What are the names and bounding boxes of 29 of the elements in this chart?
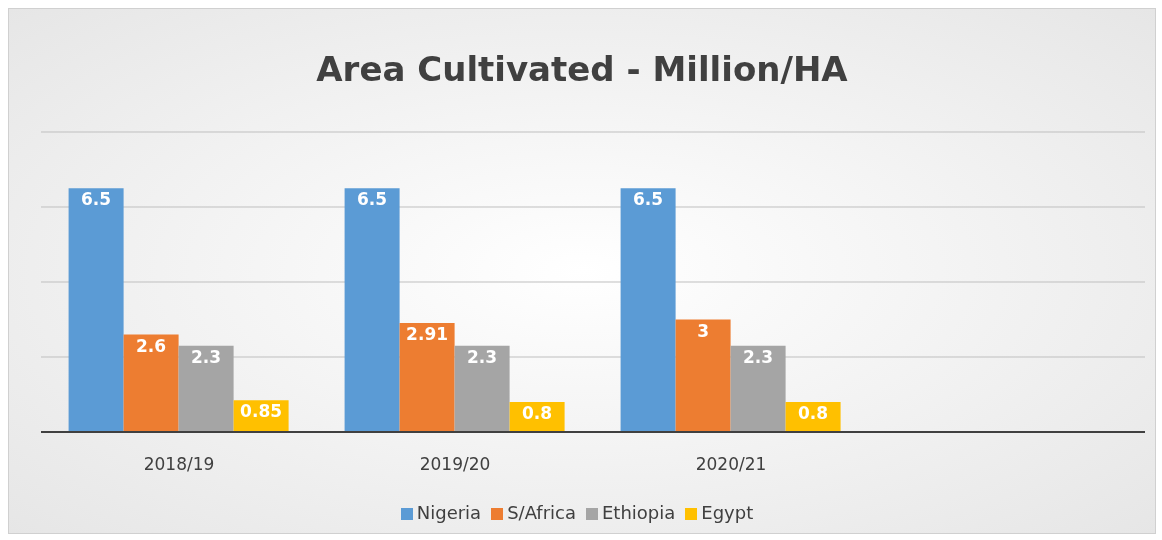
bar: [454, 345, 510, 432]
data-label: 0.85: [240, 401, 283, 422]
bar: [344, 188, 400, 432]
chart-title: Area Cultivated - Million/HA: [315, 49, 849, 89]
bar: [675, 319, 731, 432]
x-tick-label: 2020/21: [695, 454, 767, 475]
bar: [730, 345, 786, 432]
data-label: 6.5: [81, 189, 112, 210]
data-label: 0.8: [798, 403, 829, 424]
bar: [123, 334, 179, 432]
x-tick-label: 2019/20: [419, 454, 491, 475]
data-label: 6.5: [357, 189, 388, 210]
data-label: 0.8: [522, 403, 553, 424]
data-label: 2.6: [136, 335, 167, 356]
data-label: 2.3: [467, 346, 498, 367]
legend-label: S/Africa: [507, 502, 576, 523]
data-label: 2.3: [191, 346, 222, 367]
bar: [68, 188, 124, 432]
data-label: 2.91: [406, 323, 449, 344]
bar: [620, 188, 676, 432]
legend-label: Ethiopia: [601, 502, 676, 523]
bar: [178, 345, 234, 432]
legend-label: Egypt: [701, 502, 754, 523]
data-label: 3: [697, 320, 710, 341]
bar: [399, 322, 455, 432]
data-label: 6.5: [633, 189, 664, 210]
data-label: 2.3: [743, 346, 774, 367]
x-tick-label: 2018/19: [143, 454, 215, 475]
legend-label: Nigeria: [416, 502, 482, 523]
